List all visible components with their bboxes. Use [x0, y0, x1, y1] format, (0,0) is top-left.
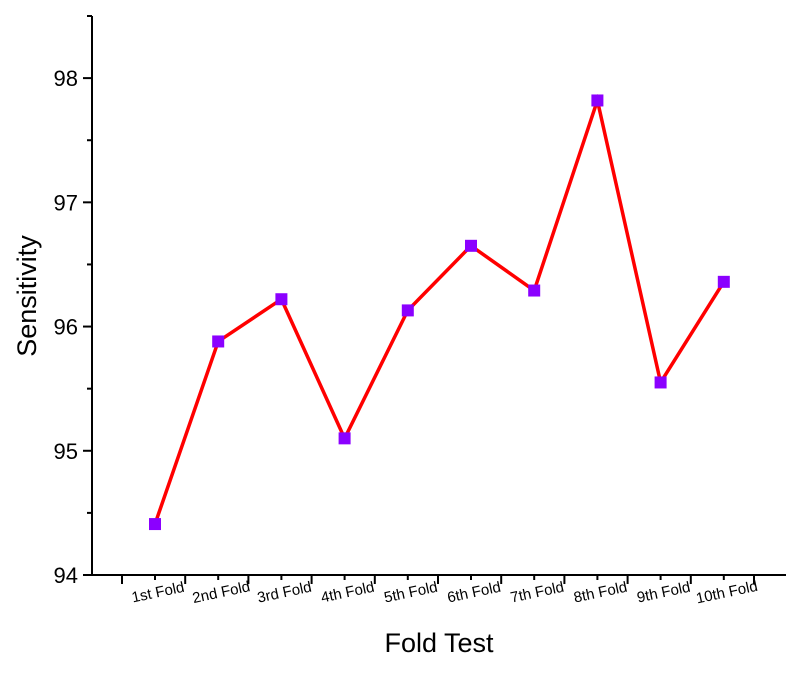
data-point-marker — [401, 304, 414, 317]
data-point-marker — [591, 94, 604, 107]
x-tick-label: 1st Fold — [130, 579, 186, 607]
x-tick-label: 3rd Fold — [256, 579, 313, 607]
x-tick-label: 2nd Fold — [191, 578, 252, 607]
y-tick-label: 96 — [54, 315, 78, 340]
data-point-marker — [212, 335, 225, 348]
series-group — [149, 93, 730, 531]
y-tick-label: 94 — [54, 563, 78, 588]
y-tick-label: 98 — [54, 66, 78, 91]
y-tick-label: 95 — [54, 439, 78, 464]
x-tick-label: 6th Fold — [446, 579, 503, 607]
y-tick-label: 97 — [54, 190, 78, 215]
y-axis-title: Sensitivity — [12, 235, 42, 357]
x-tick-label: 8th Fold — [572, 579, 629, 607]
data-point-marker — [465, 239, 477, 252]
x-ticks: 1st Fold 2nd Fold 3rd Fold 4th Fold 5th Fold… — [121, 575, 760, 608]
axes — [91, 16, 786, 576]
data-point-marker — [654, 376, 667, 389]
series-line — [153, 93, 726, 525]
data-point-marker — [275, 293, 288, 306]
data-point-marker — [149, 518, 161, 531]
x-tick-label: 9th Fold — [635, 579, 692, 607]
data-point-marker — [717, 275, 730, 288]
x-tick-label: 5th Fold — [383, 579, 440, 607]
data-point-marker — [338, 432, 351, 445]
x-tick-label: 10th Fold — [695, 578, 760, 608]
x-axis-title: Fold Test — [384, 628, 494, 658]
data-point-marker — [528, 284, 541, 297]
y-ticks: 94 95 96 97 98 — [54, 15, 92, 588]
x-tick-label: 4th Fold — [319, 579, 376, 607]
x-tick-label: 7th Fold — [509, 579, 566, 607]
